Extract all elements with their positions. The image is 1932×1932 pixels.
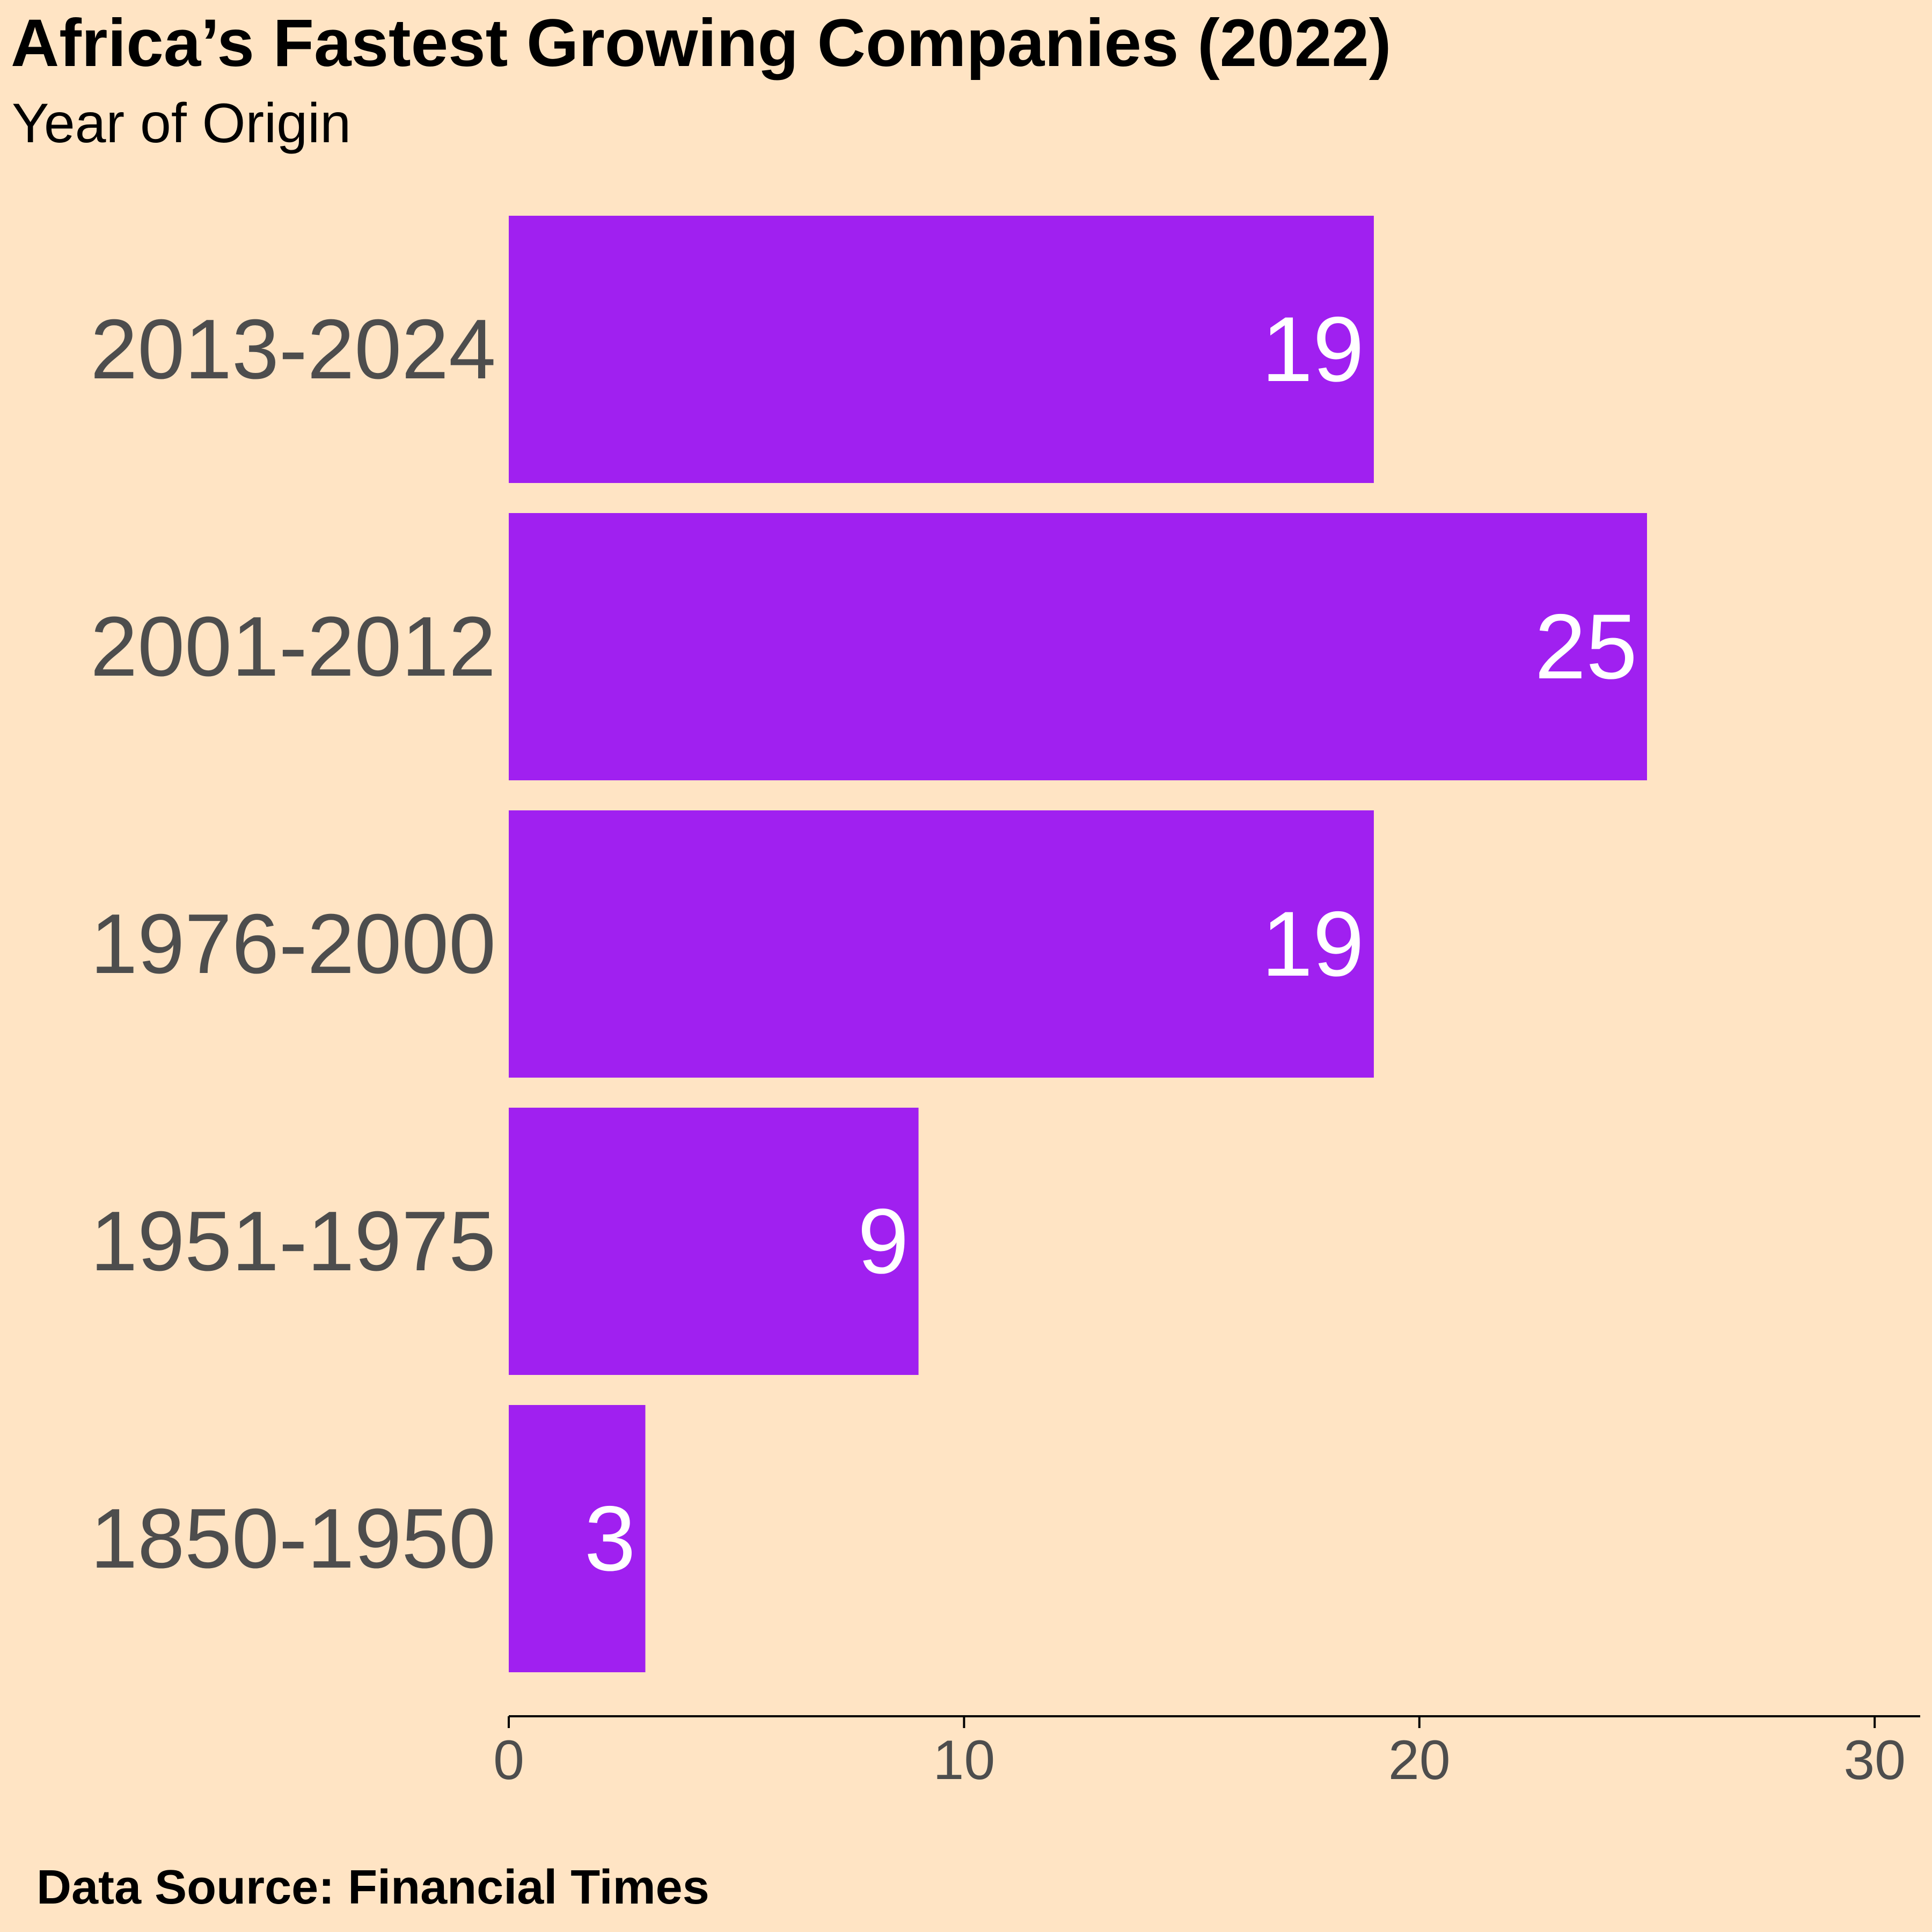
bar-value-label: 19	[1262, 298, 1364, 401]
x-tick-label: 30	[1843, 1729, 1906, 1791]
bar-1850-1950	[509, 1405, 646, 1672]
y-tick-label: 2001-2012	[90, 599, 496, 694]
data-source-caption: Data Source: Financial Times	[36, 1861, 709, 1914]
y-axis-tick-labels: 2013-2024 2001-2012 1976-2000 1951-1975 1850…	[90, 302, 496, 1586]
bar-value-label: 9	[858, 1190, 909, 1293]
x-axis: 0 10 20 30	[493, 1715, 1920, 1791]
bar-value-label: 3	[584, 1487, 636, 1590]
bar-2001-2012	[509, 513, 1647, 780]
bar-1976-2000	[509, 810, 1374, 1078]
bar-labels-group: 19 25 19 9 3	[584, 298, 1637, 1590]
chart-subtitle: Year of Origin	[12, 92, 352, 155]
chart-title: Africa’s Fastest Growing Companies (2022…	[11, 6, 1392, 80]
bar-value-label: 25	[1535, 595, 1637, 698]
x-tick-label: 10	[933, 1729, 996, 1791]
y-tick-label: 2013-2024	[90, 302, 496, 397]
bar-2013-2024	[509, 216, 1374, 483]
x-tick-label: 0	[493, 1729, 524, 1791]
y-tick-label: 1850-1950	[90, 1491, 496, 1586]
bars-group	[509, 216, 1647, 1672]
y-tick-label: 1951-1975	[90, 1194, 496, 1289]
y-tick-label: 1976-2000	[90, 897, 496, 991]
bar-1951-1975	[509, 1108, 919, 1375]
bar-value-label: 19	[1262, 892, 1364, 996]
x-tick-label: 20	[1388, 1729, 1451, 1791]
